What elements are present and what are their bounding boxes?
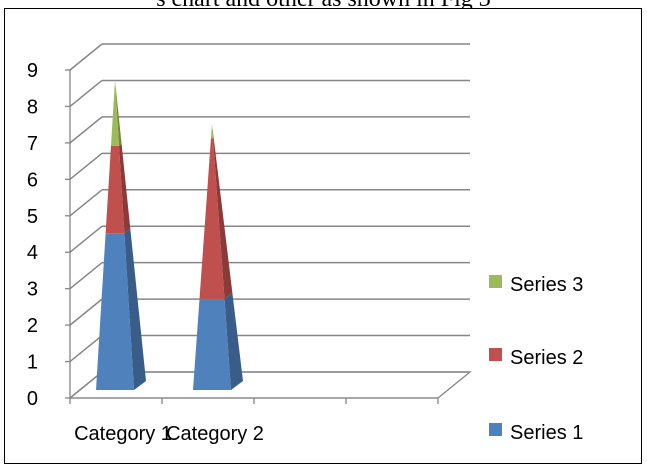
bar-segment [199, 138, 225, 299]
bar-segment [193, 298, 231, 390]
gridline-depth [69, 262, 103, 290]
gridline-depth [69, 43, 103, 71]
bar-segment-side [224, 292, 243, 390]
bar-segment [210, 123, 214, 139]
gridline-depth [69, 371, 103, 399]
bar-segment-side [212, 123, 214, 139]
bar-segment-side [115, 80, 122, 146]
gridline-depth [69, 152, 103, 180]
x-category-label: Category 1 [74, 423, 172, 445]
legend-label: Series 2 [510, 347, 583, 369]
legend-label: Series 1 [510, 422, 583, 444]
y-tick-label: 0 [27, 388, 38, 410]
legend-swatch [489, 348, 502, 361]
gridline-depth [69, 298, 103, 326]
gridline-depth [69, 334, 103, 363]
y-tick-label: 2 [27, 315, 38, 337]
bar-segment-side [213, 138, 233, 299]
legend: Series 3 Series 2 Series 1 [489, 274, 583, 444]
plot-area [96, 80, 243, 390]
y-tick-label: 7 [27, 133, 38, 155]
gridline-depth [69, 116, 103, 144]
bar-segment-side [124, 228, 146, 390]
x-category-label: Category 2 [166, 423, 264, 445]
y-tick-label: 1 [27, 352, 38, 374]
bar-segment [96, 233, 134, 390]
y-tick-label: 8 [27, 96, 38, 118]
gridline-depth [69, 79, 103, 108]
y-tick-label: 5 [27, 206, 38, 228]
bar-segment [105, 145, 125, 234]
gridline-depth [69, 225, 103, 253]
legend-swatch [489, 423, 502, 436]
bar-segment-side [119, 143, 131, 234]
y-tick-label: 4 [27, 242, 38, 264]
legend-label: Series 3 [510, 274, 583, 296]
y-tick-label: 9 [27, 60, 38, 82]
gridline-depth [69, 189, 103, 217]
y-tick-label: 3 [27, 279, 38, 301]
gridlines [69, 43, 470, 399]
bar-segment [110, 80, 120, 146]
y-axis: 0 1 2 3 4 5 6 7 8 9 [27, 60, 71, 410]
y-tick-label: 6 [27, 169, 38, 191]
legend-swatch [489, 275, 502, 288]
